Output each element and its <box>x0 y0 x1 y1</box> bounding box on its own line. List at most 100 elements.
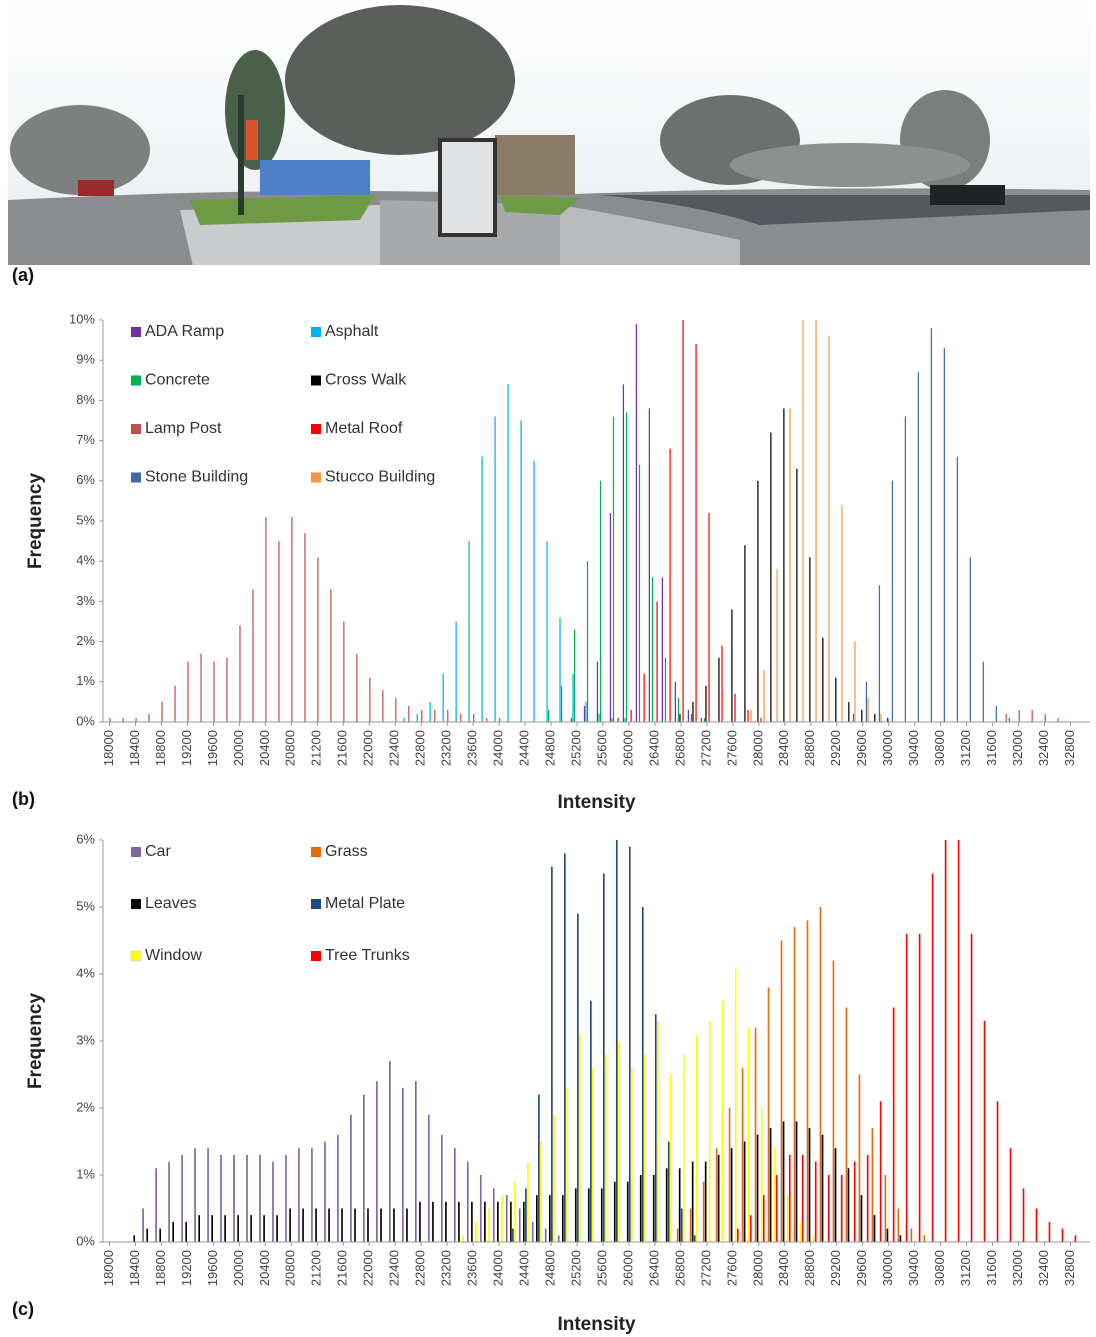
bar <box>172 1222 174 1242</box>
legend-label: Cross Walk <box>325 372 407 389</box>
y-axis-title: Frequency <box>25 473 46 570</box>
x-tick-label: 26800 <box>672 1250 687 1286</box>
x-tick-label: 27200 <box>698 730 713 766</box>
bar <box>841 1175 843 1242</box>
bar <box>796 1121 798 1242</box>
bar <box>665 658 666 722</box>
bar <box>631 1068 633 1242</box>
bar <box>705 686 706 722</box>
bar <box>590 1001 592 1242</box>
x-tick-label: 31200 <box>958 730 973 766</box>
legend-swatch <box>131 424 141 434</box>
bar <box>744 545 745 722</box>
bar <box>545 1229 547 1242</box>
bar <box>224 1215 226 1242</box>
x-tick-label: 24000 <box>491 1250 506 1286</box>
bar <box>382 690 383 722</box>
bar <box>813 1235 815 1242</box>
x-tick-label: 30400 <box>906 1250 921 1286</box>
bar <box>679 714 680 722</box>
bar <box>233 1155 235 1242</box>
bar <box>776 1175 778 1242</box>
bar <box>376 1081 378 1242</box>
bar <box>828 336 829 722</box>
bar <box>146 1229 148 1242</box>
bar <box>763 1195 765 1242</box>
bar <box>983 662 984 722</box>
bar <box>885 1175 887 1242</box>
legend-swatch <box>131 376 141 386</box>
x-tick-label: 29200 <box>828 1250 843 1286</box>
bar <box>911 1229 913 1242</box>
x-tick-label: 24000 <box>491 730 506 766</box>
bar <box>148 714 149 722</box>
x-tick-label: 27200 <box>698 1250 713 1286</box>
bar <box>395 698 396 722</box>
bar <box>159 1229 161 1242</box>
bar <box>944 348 945 722</box>
bar <box>523 1202 525 1242</box>
legend-swatch <box>311 424 321 434</box>
bar <box>616 840 618 1242</box>
bar <box>488 1209 490 1243</box>
bar <box>854 642 855 722</box>
x-tick-label: 27600 <box>724 730 739 766</box>
bar <box>291 517 292 722</box>
x-tick-label: 26800 <box>672 730 687 766</box>
bar <box>731 1148 733 1242</box>
x-tick-label: 24400 <box>517 730 532 766</box>
bar <box>822 638 823 722</box>
x-tick-label: 28800 <box>802 1250 817 1286</box>
bar <box>866 682 867 722</box>
y-tick-label: 5% <box>76 898 95 913</box>
bar <box>636 324 637 722</box>
bar <box>848 702 849 722</box>
bar <box>997 1101 999 1242</box>
bar <box>681 1209 683 1243</box>
bar <box>906 934 908 1242</box>
legend-label: Lamp Post <box>145 420 222 437</box>
bar <box>822 1135 824 1242</box>
bar <box>369 678 370 722</box>
bar <box>984 1021 986 1242</box>
bar <box>350 1115 352 1242</box>
x-tick-label: 20400 <box>257 730 272 766</box>
bar <box>618 1041 620 1242</box>
bar <box>1009 718 1010 722</box>
bar <box>833 961 835 1242</box>
bar <box>1075 1235 1077 1242</box>
bar <box>597 662 598 722</box>
bar <box>642 907 644 1242</box>
bar <box>447 710 448 722</box>
bar <box>122 718 123 722</box>
legend-swatch <box>131 951 141 961</box>
bar <box>701 718 702 722</box>
bar <box>460 714 461 722</box>
legend-swatch <box>311 951 321 961</box>
bar <box>473 714 474 722</box>
y-axis-title: Frequency <box>25 993 46 1090</box>
legend-swatch <box>131 847 141 857</box>
bar <box>835 1148 837 1242</box>
bar <box>643 674 644 722</box>
bar <box>486 718 487 722</box>
bar <box>757 481 758 722</box>
bar <box>846 1008 848 1243</box>
bar <box>802 1155 804 1242</box>
bar <box>763 670 764 722</box>
bar <box>691 714 692 722</box>
bar <box>525 1188 527 1242</box>
bar <box>493 1188 495 1242</box>
legend-label: Metal Roof <box>325 420 403 437</box>
bar <box>285 1155 287 1242</box>
x-tick-label: 32400 <box>1036 730 1051 766</box>
bar <box>854 1162 856 1242</box>
bar <box>402 1088 404 1242</box>
x-tick-label: 28000 <box>750 730 765 766</box>
bar <box>507 384 508 722</box>
bar <box>735 967 737 1242</box>
x-tick-label: 30800 <box>932 730 947 766</box>
bar <box>135 718 136 722</box>
x-tick-label: 21600 <box>335 1250 350 1286</box>
bar <box>432 1202 434 1242</box>
